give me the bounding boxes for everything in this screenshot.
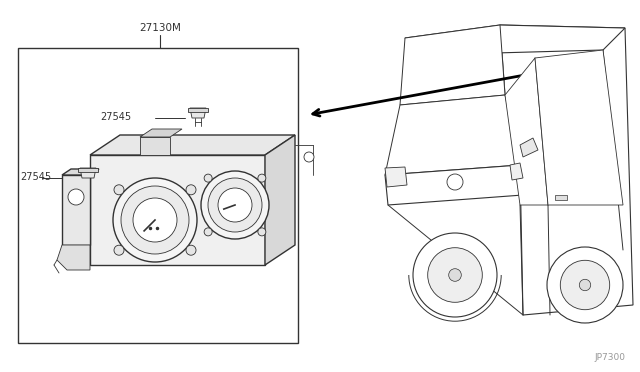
Polygon shape [190, 108, 206, 118]
Circle shape [186, 185, 196, 195]
Text: JP7300: JP7300 [594, 353, 625, 362]
Polygon shape [140, 137, 170, 155]
Circle shape [547, 247, 623, 323]
Circle shape [218, 188, 252, 222]
Circle shape [428, 248, 483, 302]
Circle shape [201, 171, 269, 239]
Circle shape [114, 245, 124, 255]
Polygon shape [385, 165, 523, 205]
Polygon shape [385, 95, 520, 175]
Bar [555, 195, 567, 200]
Circle shape [304, 152, 314, 162]
Polygon shape [90, 155, 265, 265]
Circle shape [258, 228, 266, 236]
Circle shape [449, 269, 461, 281]
Circle shape [579, 279, 591, 291]
Circle shape [68, 189, 84, 205]
Polygon shape [80, 168, 96, 178]
Polygon shape [57, 245, 90, 270]
Polygon shape [62, 175, 90, 245]
Polygon shape [265, 135, 295, 265]
Polygon shape [510, 163, 523, 180]
Text: 27545: 27545 [100, 112, 131, 122]
Circle shape [113, 178, 197, 262]
Circle shape [208, 178, 262, 232]
Circle shape [258, 174, 266, 182]
Circle shape [413, 233, 497, 317]
Polygon shape [90, 135, 295, 155]
Polygon shape [405, 25, 625, 55]
Circle shape [121, 186, 189, 254]
Polygon shape [140, 129, 182, 137]
Polygon shape [500, 25, 633, 315]
Polygon shape [520, 138, 538, 157]
Polygon shape [400, 25, 505, 105]
Circle shape [114, 185, 124, 195]
Circle shape [186, 245, 196, 255]
Polygon shape [188, 108, 208, 112]
Circle shape [204, 228, 212, 236]
Polygon shape [78, 168, 98, 172]
Text: 27545: 27545 [20, 172, 51, 182]
Text: 27130M: 27130M [139, 23, 181, 33]
Polygon shape [535, 50, 623, 205]
Circle shape [447, 174, 463, 190]
Polygon shape [505, 58, 548, 205]
Circle shape [133, 198, 177, 242]
Polygon shape [62, 169, 99, 175]
Circle shape [560, 260, 610, 310]
Bar [18, 48, 298, 343]
Circle shape [204, 174, 212, 182]
Polygon shape [385, 167, 407, 187]
